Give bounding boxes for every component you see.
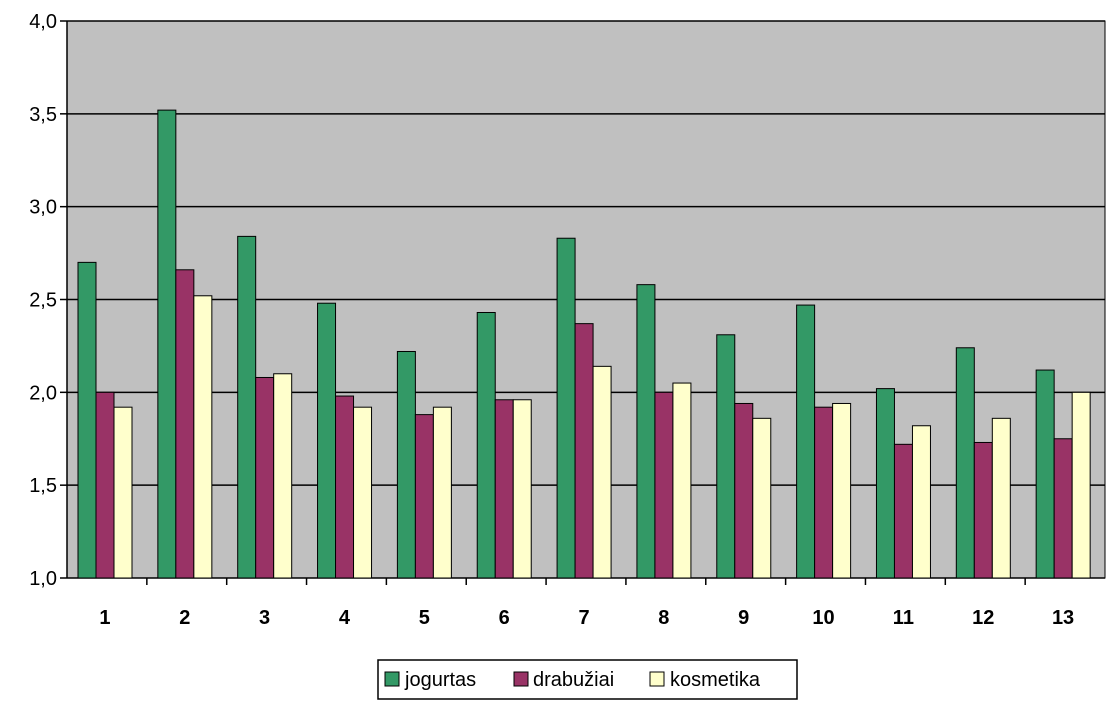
bar-drabuiai-13: [1053, 438, 1073, 579]
bar-jogurtas-5: [396, 350, 416, 579]
bar-kosmetika-10: [832, 402, 852, 579]
x-tick-label: 13: [1052, 607, 1074, 629]
y-tick-label: 2,5: [29, 290, 57, 312]
y-tick-label: 1,0: [29, 568, 57, 590]
bar-jogurtas-10: [796, 304, 816, 579]
y-tick-label: 3,5: [29, 104, 57, 126]
x-tick-label: 8: [658, 607, 669, 629]
bar-drabuiai-4: [335, 395, 355, 579]
bar-drabuiai-7: [574, 323, 594, 579]
bar-jogurtas-7: [556, 237, 576, 579]
bar-kosmetika-9: [752, 417, 772, 579]
bar-drabuiai-11: [893, 443, 913, 579]
bar-drabuiai-1: [95, 391, 115, 579]
bar-kosmetika-4: [353, 406, 373, 579]
bar-jogurtas-13: [1035, 369, 1055, 579]
bar-drabuiai-10: [814, 406, 834, 579]
bar-kosmetika-8: [672, 382, 692, 579]
y-tick-label: 1,5: [29, 475, 57, 497]
bar-jogurtas-4: [317, 302, 337, 579]
bar-jogurtas-6: [476, 311, 496, 579]
bar-kosmetika-13: [1071, 391, 1091, 579]
x-tick-label: 11: [893, 607, 914, 629]
bar-jogurtas-8: [636, 284, 656, 579]
legend: [377, 659, 798, 700]
bar-kosmetika-2: [193, 295, 213, 579]
bar-jogurtas-1: [77, 261, 97, 579]
x-tick-label: 1: [99, 607, 110, 629]
bar-kosmetika-5: [432, 406, 452, 579]
legend-label: kosmetika: [670, 669, 761, 691]
x-tick-label: 3: [259, 607, 270, 629]
y-tick-label: 4,0: [29, 11, 57, 33]
bar-drabuiai-8: [654, 391, 674, 579]
x-tick-label: 12: [972, 607, 994, 629]
x-tick-label: 10: [812, 607, 834, 629]
bar-jogurtas-11: [875, 388, 895, 579]
x-tick-label: 4: [339, 607, 351, 629]
bar-drabuiai-3: [255, 376, 275, 579]
bar-jogurtas-12: [955, 347, 975, 579]
bar-kosmetika-6: [512, 399, 532, 579]
bar-jogurtas-3: [237, 235, 257, 579]
bar-jogurtas-9: [716, 334, 736, 579]
bar-kosmetika-1: [113, 406, 133, 579]
x-tick-label: 9: [738, 607, 749, 629]
legend-swatch: [513, 671, 529, 687]
bar-jogurtas-2: [157, 109, 177, 579]
bar-kosmetika-3: [273, 373, 293, 579]
bar-drabuiai-6: [494, 399, 514, 579]
legend-label: drabužiai: [533, 669, 614, 691]
bar-kosmetika-12: [991, 417, 1011, 579]
bar-kosmetika-7: [592, 365, 612, 579]
legend-swatch: [384, 671, 400, 687]
bar-kosmetika-11: [911, 425, 931, 579]
x-tick-label: 2: [179, 607, 190, 629]
x-tick-label: 6: [499, 607, 510, 629]
bar-drabuiai-12: [973, 441, 993, 579]
bar-drabuiai-2: [175, 269, 195, 579]
y-tick-label: 3,0: [29, 197, 57, 219]
legend-label: jogurtas: [404, 669, 476, 691]
bar-drabuiai-9: [734, 402, 754, 579]
x-tick-label: 7: [578, 607, 589, 629]
x-tick-label: 5: [419, 607, 430, 629]
bar-drabuiai-5: [414, 414, 434, 579]
legend-swatch: [649, 671, 665, 687]
y-tick-label: 2,0: [29, 382, 57, 404]
